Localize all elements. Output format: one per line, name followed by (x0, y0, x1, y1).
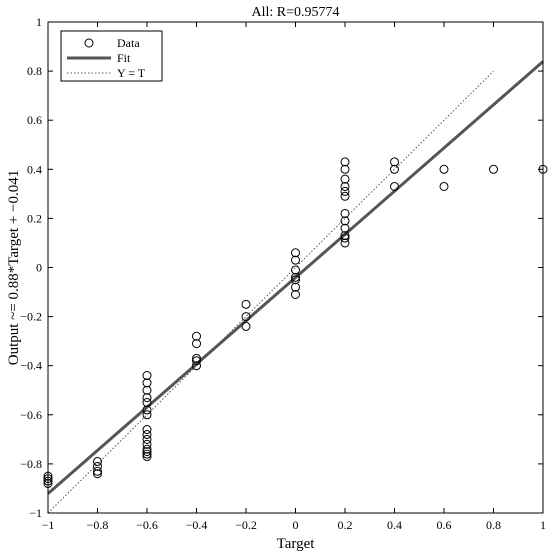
x-tick-label: 0 (293, 518, 299, 532)
data-point (93, 461, 102, 471)
data-point (340, 157, 350, 167)
data-point (142, 378, 152, 388)
data-point (340, 208, 350, 218)
fit-line (47, 60, 544, 495)
data-point (93, 466, 102, 476)
data-point (291, 255, 300, 265)
data-point (291, 248, 300, 258)
identity-line (47, 70, 494, 514)
data-point (340, 216, 350, 226)
y-tick-label: −1 (29, 506, 42, 520)
data-point (340, 238, 350, 248)
data-point (142, 371, 152, 381)
data-point (192, 356, 201, 366)
x-tick-label: −1 (42, 518, 55, 532)
y-tick-label: 0.8 (27, 64, 42, 78)
y-tick-label: −0.2 (20, 310, 42, 324)
data-point (241, 299, 251, 309)
data-point (439, 181, 449, 191)
y-axis-title: Output ~= 0.88*Target + −0.041 (6, 170, 22, 365)
data-point (142, 425, 152, 435)
y-tick-label: 1 (36, 15, 42, 29)
data-point (439, 164, 449, 174)
y-tick-label: 0.4 (27, 162, 42, 176)
y-tick-label: −0.8 (20, 457, 42, 471)
data-point (340, 191, 350, 201)
data-point (93, 469, 102, 479)
data-point (340, 181, 350, 191)
data-point (192, 353, 201, 363)
x-axis-title: Target (277, 536, 316, 552)
x-tick-label: −0.2 (235, 518, 257, 532)
data-point (340, 174, 350, 184)
data-point (291, 275, 300, 285)
data-point (241, 312, 251, 322)
data-point (142, 447, 152, 457)
data-point (142, 405, 152, 415)
data-point (340, 223, 350, 233)
data-point (340, 164, 350, 174)
x-tick-label: 0.4 (387, 518, 402, 532)
y-tick-label: −0.6 (20, 408, 42, 422)
y-tick-label: 0 (36, 261, 42, 275)
data-point (192, 331, 201, 341)
x-tick-label: 0.2 (338, 518, 353, 532)
legend-label: Y = T (117, 66, 146, 80)
data-point (489, 164, 498, 174)
data-point (291, 282, 300, 292)
x-tick-label: 0.8 (486, 518, 501, 532)
data-point (142, 449, 152, 459)
legend-marker-data (84, 38, 94, 48)
y-axis-ticks: −1 −0.8 −0.6 −0.4 −0.2 0 0.2 0.4 0.6 0.8 1 (20, 15, 543, 520)
data-point (142, 429, 152, 439)
data-point (340, 233, 350, 243)
data-points (43, 157, 548, 489)
data-point (142, 444, 152, 454)
data-point (142, 434, 152, 444)
data-point (390, 181, 399, 191)
data-point (340, 186, 350, 196)
x-tick-label: 1 (540, 518, 546, 532)
data-point (142, 385, 152, 395)
legend-label: Data (117, 36, 140, 50)
plot-frame (47, 21, 544, 514)
chart-title: All: R=0.95774 (251, 5, 339, 20)
y-tick-label: 0.6 (27, 113, 42, 127)
x-axis-ticks: −1 −0.8 −0.6 −0.4 −0.2 0 0.2 0.4 0.6 0.8 1 (42, 22, 546, 532)
data-point (142, 393, 152, 403)
y-tick-label: −0.4 (20, 359, 42, 373)
reference-lines (47, 60, 544, 514)
data-point (142, 439, 152, 449)
data-point (142, 410, 152, 420)
x-tick-label: −0.6 (136, 518, 158, 532)
y-tick-label: 0.2 (27, 211, 42, 225)
data-point (142, 398, 152, 408)
legend-box (60, 30, 163, 82)
data-point (291, 272, 300, 282)
legend-label: Fit (117, 51, 131, 65)
data-point (142, 452, 152, 462)
data-point (340, 231, 350, 241)
data-point (192, 339, 201, 349)
x-tick-label: −0.4 (186, 518, 208, 532)
data-point (390, 157, 399, 167)
x-tick-label: 0.6 (437, 518, 452, 532)
data-point (192, 361, 201, 371)
data-point (390, 164, 399, 174)
x-tick-label: −0.8 (87, 518, 109, 532)
data-point (241, 321, 251, 331)
data-point (93, 456, 102, 466)
data-point (291, 290, 300, 300)
data-point (291, 265, 300, 275)
